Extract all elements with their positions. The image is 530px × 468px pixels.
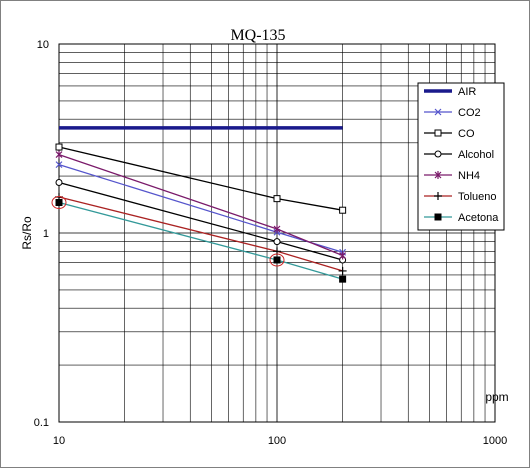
marker-square bbox=[339, 206, 347, 214]
series-acetona bbox=[55, 199, 347, 283]
legend-label: Alcohol bbox=[458, 149, 494, 161]
tick-labels: 10 100 1000 0.1 1 10 bbox=[34, 39, 508, 447]
marker-filled-square bbox=[434, 213, 442, 221]
marker-star bbox=[55, 150, 63, 159]
legend-box bbox=[417, 82, 505, 231]
marker-square bbox=[434, 129, 442, 137]
marker-circle bbox=[434, 150, 442, 158]
y-tick-label: 10 bbox=[37, 39, 49, 51]
legend-item-nh4: NH4 bbox=[424, 170, 480, 182]
legend-label: AIR bbox=[458, 86, 476, 98]
series-alcohol bbox=[55, 179, 347, 264]
x-axis-label: ppm bbox=[485, 390, 508, 404]
marker-plus bbox=[434, 192, 442, 200]
annotations bbox=[51, 196, 285, 267]
marker-x bbox=[434, 108, 442, 116]
marker-filled-square bbox=[55, 199, 63, 207]
marker-square bbox=[273, 195, 281, 203]
marker-star bbox=[273, 224, 281, 233]
marker-circle bbox=[273, 238, 281, 246]
marker-plus bbox=[338, 266, 347, 275]
chart-title: MQ-135 bbox=[230, 27, 285, 44]
legend-item-alcohol: Alcohol bbox=[424, 149, 494, 161]
legend: AIR CO2 CO Alcohol NH4 Tolueno Acetona bbox=[417, 82, 505, 231]
marker-square bbox=[55, 143, 63, 151]
y-tick-label: 1 bbox=[43, 228, 49, 240]
marker-filled-square bbox=[339, 275, 347, 283]
y-axis-label: Rs/Ro bbox=[20, 216, 34, 250]
x-tick-label: 10 bbox=[53, 435, 65, 447]
legend-item-acetona: Acetona bbox=[424, 212, 499, 224]
legend-label: CO2 bbox=[458, 107, 481, 119]
legend-label: Acetona bbox=[458, 212, 499, 224]
legend-label: CO bbox=[458, 128, 475, 140]
marker-star bbox=[434, 171, 442, 179]
highlight-circle bbox=[269, 253, 285, 267]
highlight-circle bbox=[51, 196, 67, 210]
legend-item-co: CO bbox=[424, 128, 475, 140]
series-layer bbox=[55, 126, 347, 283]
legend-item-tolueno: Tolueno bbox=[424, 191, 497, 203]
x-tick-label: 100 bbox=[268, 435, 286, 447]
legend-item-air: AIR bbox=[424, 86, 476, 98]
marker-circle bbox=[55, 179, 63, 187]
legend-label: NH4 bbox=[458, 170, 480, 182]
series-nh4 bbox=[55, 150, 347, 260]
legend-label: Tolueno bbox=[458, 191, 497, 203]
marker-filled-square bbox=[273, 256, 281, 264]
marker-star bbox=[339, 251, 347, 260]
series-co bbox=[55, 143, 347, 214]
y-tick-label: 0.1 bbox=[34, 417, 49, 429]
marker-x bbox=[55, 161, 63, 169]
x-tick-label: 1000 bbox=[483, 435, 507, 447]
legend-item-co2: CO2 bbox=[424, 107, 481, 119]
plot-area-border bbox=[58, 43, 496, 423]
